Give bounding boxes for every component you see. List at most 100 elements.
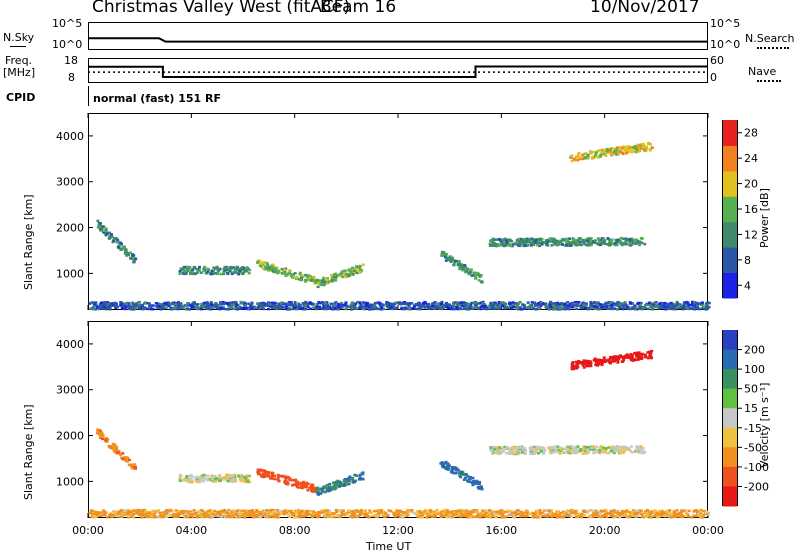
velocity-echo <box>542 447 546 450</box>
power-echo <box>224 307 228 311</box>
power-echo <box>333 307 336 310</box>
velocity-echo <box>473 482 477 485</box>
velocity-echo <box>109 445 113 448</box>
power-echo <box>456 263 460 266</box>
velocity-echo <box>102 509 106 512</box>
power-echo <box>519 237 523 241</box>
velocity-echo <box>270 508 274 512</box>
velocity-echo <box>605 512 609 515</box>
power-echo <box>618 305 621 309</box>
velocity-echo <box>213 475 217 478</box>
x-axis-title: Time UT <box>366 540 412 553</box>
power-echo <box>261 266 265 270</box>
power-echo <box>545 306 549 310</box>
velocity-echo <box>322 510 326 514</box>
velocity-echo <box>421 516 425 519</box>
power-echo <box>613 242 617 245</box>
velocity-echo <box>511 446 515 449</box>
power-echo <box>221 300 225 304</box>
velocity-echo <box>450 470 454 473</box>
velocity-echo <box>325 483 329 487</box>
power-echo <box>263 304 267 308</box>
power-echo <box>347 274 351 278</box>
power-echo <box>280 267 284 271</box>
power-echo <box>474 304 478 307</box>
power-echo <box>244 267 248 270</box>
power-echo <box>592 301 596 304</box>
power-echo <box>135 302 139 305</box>
power-echo <box>229 306 233 309</box>
power-colorbar-tick-label: 8 <box>744 254 751 267</box>
velocity-echo <box>657 511 661 515</box>
velocity-echo <box>463 476 467 480</box>
velocity-echo <box>455 511 459 515</box>
power-echo <box>191 268 195 272</box>
power-echo <box>491 237 495 241</box>
velocity-echo <box>445 464 449 467</box>
power-echo <box>221 306 225 309</box>
power-echo <box>548 308 551 311</box>
velocity-echo <box>291 512 295 515</box>
velocity-echo <box>117 449 121 453</box>
velocity-echo <box>261 514 265 518</box>
velocity-echo <box>547 514 551 518</box>
velocity-echo <box>680 510 683 514</box>
power-echo <box>220 307 223 310</box>
power-echo <box>581 238 585 242</box>
velocity-echo <box>521 450 525 453</box>
power-echo <box>696 302 700 305</box>
power-echo <box>183 271 187 274</box>
power-echo <box>115 239 119 243</box>
velocity-echo <box>592 451 596 455</box>
power-echo <box>353 306 356 310</box>
power-echo <box>573 301 577 304</box>
velocity-echo <box>361 471 365 474</box>
velocity-echo <box>152 515 156 519</box>
velocity-echo <box>305 484 309 487</box>
velocity-echo <box>239 512 243 516</box>
power-echo <box>133 307 137 310</box>
power-echo <box>269 265 273 268</box>
velocity-echo <box>217 479 221 482</box>
velocity-echo <box>519 515 523 518</box>
velocity-echo <box>372 509 376 513</box>
velocity-echo <box>628 511 632 514</box>
power-echo <box>601 237 605 240</box>
power-echo <box>263 261 267 264</box>
power-echo <box>595 303 599 307</box>
power-echo <box>648 148 652 151</box>
velocity-echo <box>435 508 439 512</box>
velocity-echo <box>630 511 634 514</box>
power-echo <box>141 303 144 307</box>
power-echo <box>579 243 583 246</box>
power-echo <box>624 243 627 246</box>
velocity-echo <box>586 362 589 366</box>
velocity-echo <box>680 513 684 516</box>
velocity-echo <box>321 511 325 514</box>
velocity-echo <box>440 512 443 515</box>
power-echo <box>261 261 265 264</box>
power-echo <box>226 307 230 311</box>
power-echo <box>327 280 331 283</box>
power-echo <box>113 237 117 240</box>
velocity-echo <box>633 509 637 512</box>
power-echo <box>124 302 128 305</box>
velocity-echo <box>565 513 569 516</box>
velocity-echo <box>650 510 654 514</box>
velocity-echo <box>646 510 650 513</box>
power-echo <box>314 280 318 283</box>
power-echo <box>244 268 247 271</box>
power-echo <box>280 306 283 309</box>
power-echo <box>310 303 314 306</box>
power-echo <box>315 304 319 308</box>
velocity-echo <box>351 477 355 480</box>
velocity-echo <box>157 509 161 512</box>
power-ytick-label: 4000 <box>56 130 84 143</box>
velocity-echo <box>127 458 131 462</box>
velocity-echo <box>488 514 492 518</box>
velocity-echo <box>273 515 277 519</box>
velocity-echo <box>419 511 423 514</box>
velocity-echo <box>480 485 483 488</box>
power-echo <box>183 269 187 272</box>
power-echo <box>523 244 527 247</box>
